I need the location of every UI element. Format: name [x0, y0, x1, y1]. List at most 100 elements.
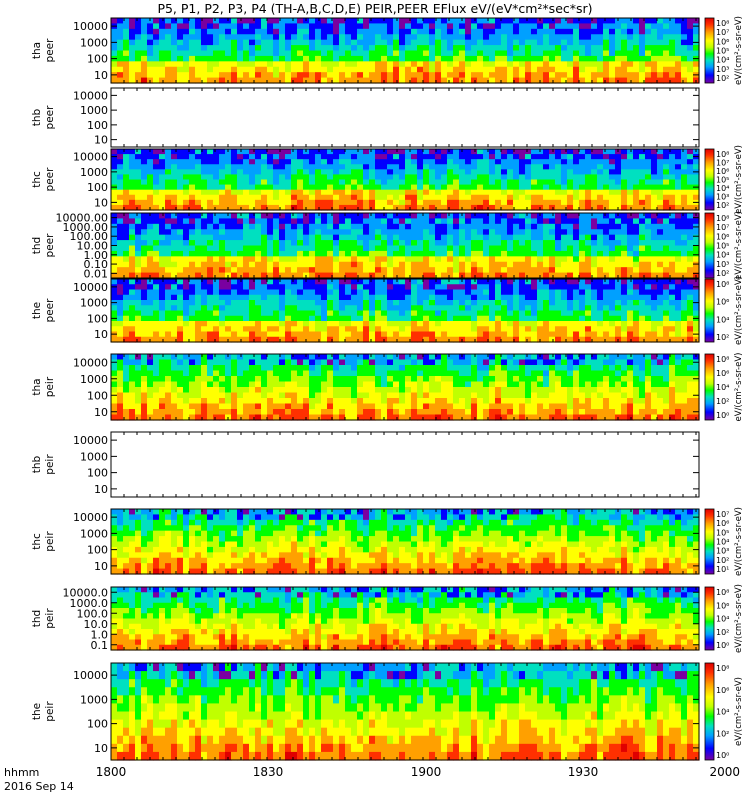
spectrogram-cell	[237, 272, 244, 279]
spectrogram-cell	[363, 72, 370, 79]
spectrogram-cell	[261, 149, 268, 155]
spectrogram-cell	[399, 45, 406, 52]
spectrogram-cell	[489, 18, 496, 25]
spectrogram-cell	[633, 18, 640, 25]
spectrogram-cell	[417, 240, 424, 247]
spectrogram-cell	[471, 184, 478, 191]
spectrogram-cell	[177, 331, 184, 338]
spectrogram-cell	[123, 279, 130, 285]
spectrogram-cell	[213, 149, 220, 155]
spectrogram-cell	[537, 240, 544, 247]
spectrogram-cell	[549, 229, 556, 236]
spectrogram-cell	[597, 179, 604, 186]
spectrogram-cell	[165, 336, 172, 343]
spectrogram-cell	[477, 223, 484, 230]
spectrogram-cell	[621, 28, 628, 35]
spectrogram-cell	[399, 272, 406, 279]
spectrogram-cell	[267, 289, 274, 296]
spectrogram-cell	[507, 310, 514, 317]
spectrogram-cell	[399, 50, 406, 57]
spectrogram-cell	[459, 245, 466, 252]
spectrogram-cell	[483, 189, 490, 196]
spectrogram-cell	[225, 240, 232, 247]
spectrogram-cell	[603, 169, 610, 176]
spectrogram-cell	[249, 194, 256, 201]
spectrogram-cell	[207, 154, 214, 160]
spectrogram-cell	[165, 154, 172, 160]
spectrogram-cell	[483, 256, 490, 263]
spectrogram-cell	[543, 294, 550, 301]
spectrogram-cell	[405, 45, 412, 52]
spectrogram-cell	[531, 245, 538, 252]
spectrogram-cell	[687, 179, 694, 186]
spectrogram-cell	[561, 294, 568, 301]
spectrogram-cell	[375, 154, 382, 160]
spectrogram-cell	[609, 204, 616, 211]
spectrogram-cell	[399, 169, 406, 176]
spectrogram-cell	[393, 294, 400, 301]
spectrogram-cell	[213, 289, 220, 296]
spectrogram-cell	[285, 336, 292, 343]
spectrogram-cell	[471, 55, 478, 62]
spectrogram-cell	[495, 272, 502, 279]
spectrogram-cell	[201, 250, 208, 257]
spectrogram-cell	[291, 305, 298, 312]
spectrogram-cell	[453, 174, 460, 181]
spectrogram-cell	[663, 18, 670, 25]
spectrogram-cell	[279, 305, 286, 312]
spectrogram-cell	[585, 199, 592, 206]
spectrogram-cell	[327, 310, 334, 317]
spectrogram-cell	[273, 154, 280, 160]
spectrogram-cell	[519, 326, 526, 333]
spectrogram-cell	[447, 164, 454, 170]
spectrogram-cell	[159, 154, 166, 160]
spectrogram-cell	[519, 159, 526, 165]
spectrogram-cell	[429, 179, 436, 186]
spectrogram-cell	[135, 179, 142, 186]
spectrogram-cell	[249, 55, 256, 62]
spectrogram-cell	[231, 169, 238, 176]
spectrogram-cell	[495, 50, 502, 57]
spectrogram-cell	[243, 149, 250, 155]
spectrogram-cell	[363, 169, 370, 176]
spectrogram-cell	[255, 164, 262, 170]
spectrogram-cell	[135, 149, 142, 155]
spectrogram-cell	[369, 169, 376, 176]
spectrogram-cell	[663, 50, 670, 57]
spectrogram-cell	[501, 179, 508, 186]
spectrogram-cell	[573, 18, 580, 25]
spectrogram-cell	[411, 164, 418, 170]
spectrogram-cell	[315, 174, 322, 181]
spectrogram-cell	[501, 234, 508, 241]
spectrogram-cell	[303, 261, 310, 268]
spectrogram-cell	[447, 45, 454, 52]
spectrogram-cell	[315, 331, 322, 338]
spectrogram-cell	[183, 164, 190, 170]
spectrogram-cell	[555, 154, 562, 160]
spectrogram-cell	[489, 223, 496, 230]
spectrogram-cell	[303, 240, 310, 247]
spectrogram-cell	[663, 164, 670, 170]
spectrogram-cell	[591, 55, 598, 62]
spectrogram-cell	[171, 18, 178, 25]
spectrogram-cell	[405, 204, 412, 211]
spectrogram-cell	[567, 245, 574, 252]
spectrogram-cell	[411, 321, 418, 327]
spectrogram-cell	[621, 23, 628, 30]
spectrogram-cell	[315, 321, 322, 327]
spectrogram-cell	[663, 256, 670, 263]
spectrogram-cell	[657, 23, 664, 30]
spectrogram-cell	[585, 55, 592, 62]
spectrogram-cell	[645, 199, 652, 206]
spectrogram-cell	[213, 39, 220, 46]
spectrogram-cell	[555, 218, 562, 225]
spectrogram-cell	[405, 229, 412, 236]
spectrogram-cell	[495, 326, 502, 333]
spectrogram-cell	[627, 18, 634, 25]
spectrogram-cell	[309, 245, 316, 252]
spectrogram-cell	[567, 154, 574, 160]
spectrogram-cell	[147, 159, 154, 165]
spectrogram-cell	[459, 300, 466, 306]
